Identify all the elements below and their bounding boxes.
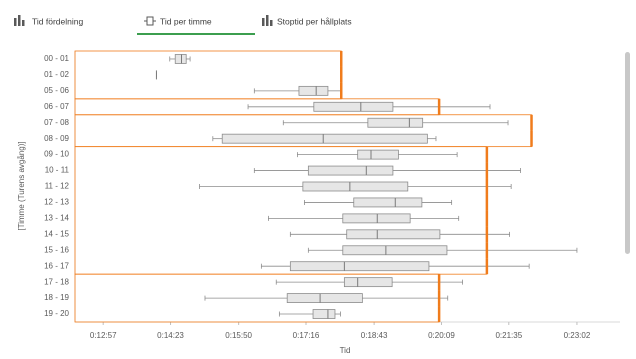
tab[interactable]: Tid fördelning [14, 15, 83, 26]
y-tick-label: 11 - 12 [45, 182, 70, 191]
y-tick-label: 01 - 02 [44, 70, 69, 79]
box [221, 133, 428, 144]
tab-label[interactable]: Tid per timme [160, 16, 212, 26]
y-tick-label: 07 - 08 [44, 118, 69, 127]
box [174, 54, 187, 64]
box [312, 309, 336, 319]
y-tick-label: 06 - 07 [44, 102, 69, 111]
y-axis-label: [Timme (Turens avgång)] [17, 141, 26, 230]
box [353, 197, 423, 208]
x-tick-label: 0:15:50 [225, 331, 252, 340]
box [289, 261, 430, 272]
y-tick-label: 12 - 13 [44, 198, 69, 207]
y-tick-label: 00 - 01 [44, 54, 69, 63]
box [307, 165, 394, 176]
box [343, 277, 393, 288]
y-tick-label: 17 - 18 [44, 277, 69, 286]
box [342, 213, 411, 224]
y-tick-label: 10 - 11 [45, 166, 70, 175]
tab-label[interactable]: Stoptid per hållplats [277, 16, 352, 26]
box [298, 85, 329, 96]
tab-label[interactable]: Tid fördelning [32, 16, 83, 26]
box [313, 101, 394, 112]
box [342, 245, 448, 256]
x-axis-label: Tid [340, 346, 351, 355]
y-tick-label: 19 - 20 [44, 309, 69, 318]
x-tick-label: 0:14:23 [157, 331, 184, 340]
y-tick-label: 13 - 14 [44, 213, 69, 222]
x-tick-label: 0:12:57 [90, 331, 117, 340]
active-tab-indicator [137, 33, 255, 35]
tab-bar: Tid fördelning Tid per timme Stoptid per… [14, 15, 352, 35]
x-tick-label: 0:17:16 [293, 331, 320, 340]
x-tick-label: 0:18:43 [361, 331, 388, 340]
box [346, 229, 441, 240]
tab[interactable]: Stoptid per hållplats [262, 15, 352, 26]
box [302, 181, 409, 192]
y-tick-label: 14 - 15 [44, 229, 69, 238]
box [286, 293, 363, 303]
scrollbar[interactable] [625, 52, 630, 254]
x-tick-label: 0:23:02 [564, 331, 591, 340]
x-tick-label: 0:21:35 [495, 331, 522, 340]
y-tick-label: 16 - 17 [44, 261, 69, 270]
y-tick-label: 05 - 06 [44, 86, 69, 95]
box [367, 117, 424, 128]
y-tick-label: 09 - 10 [44, 150, 69, 159]
x-tick-label: 0:20:09 [428, 331, 455, 340]
y-tick-label: 18 - 19 [44, 293, 69, 302]
y-tick-label: 08 - 09 [44, 134, 69, 143]
tab[interactable]: Tid per timme [137, 16, 255, 35]
box [357, 149, 399, 160]
y-tick-label: 15 - 16 [44, 245, 69, 254]
